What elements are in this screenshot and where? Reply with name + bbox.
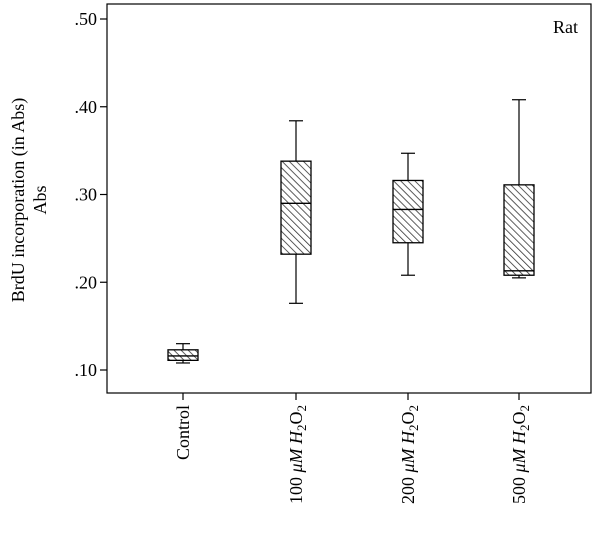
annotation-rat: Rat [553,17,578,37]
x-tick-label-1: Control [173,405,193,460]
y-tick-label: .10 [75,360,98,380]
x-tick-label-text: 200 μM H2O2 [398,405,421,504]
box-3 [392,152,424,276]
plot-frame [106,3,592,394]
x-tick-label-text: Control [173,405,193,460]
y-tick-label: .50 [75,9,98,29]
x-tick-label-text: 100 μM H2O2 [286,405,309,504]
y-axis: .10 .20 .30 .40 .50 [75,9,107,380]
box-iqr [280,160,312,255]
x-axis: Control 100 μM H2O2 200 μM H2O2 500 μM H2O2 [173,393,532,504]
x-tick-label-2: 100 μM H2O2 [286,405,309,504]
x-tick-label-4: 500 μM H2O2 [509,405,532,504]
y-axis-title-line2: Abs [30,185,50,214]
box-4 [503,99,535,279]
box-iqr [503,184,535,276]
box-2 [280,120,312,304]
x-tick-label-3: 200 μM H2O2 [398,405,421,504]
y-tick-label: .30 [75,185,98,205]
y-axis-title-line1: BrdU incorporation (in Abs) [8,98,29,302]
box-iqr [392,179,424,244]
box-series [167,99,535,364]
box-1 [167,343,199,364]
y-axis-title: BrdU incorporation (in Abs) Abs [8,98,50,302]
box-iqr [167,349,199,361]
x-tick-label-text: 500 μM H2O2 [509,405,532,504]
y-tick-label: .20 [75,272,98,292]
y-tick-label: .40 [75,97,98,117]
